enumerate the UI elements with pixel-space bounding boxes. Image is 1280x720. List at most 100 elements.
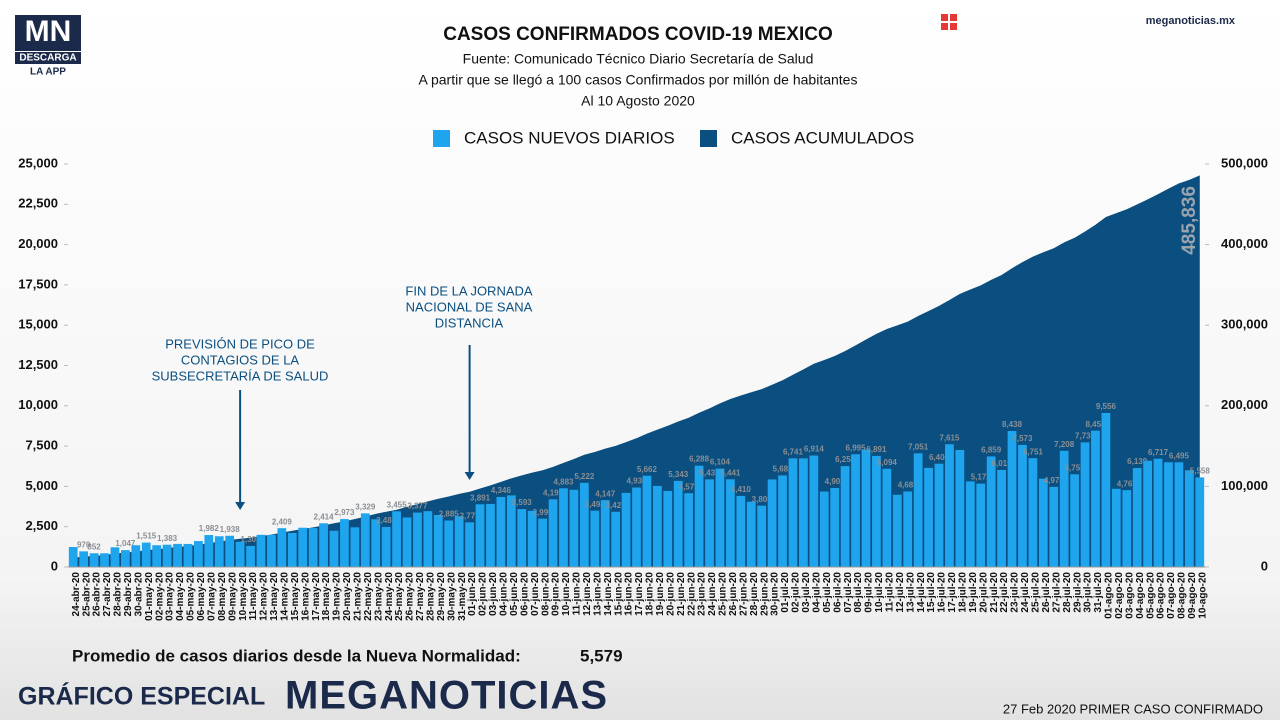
x-tick-label: 11-jul-20 bbox=[884, 572, 895, 612]
x-tick-label: 14-may-20 bbox=[279, 572, 290, 621]
logo-box bbox=[15, 15, 81, 51]
y-tick-label: 5,000 bbox=[25, 478, 58, 493]
x-tick-label: 10-ago-20 bbox=[1197, 572, 1208, 619]
x-tick-label: 06-may-20 bbox=[196, 572, 207, 621]
bar bbox=[287, 532, 297, 567]
x-tick-label: 17-jun-20 bbox=[634, 572, 645, 616]
x-tick-label: 09-jul-20 bbox=[864, 572, 875, 613]
bar-label: 5,558 bbox=[1190, 467, 1211, 476]
bar-label: 6,495 bbox=[1169, 451, 1190, 460]
icon bbox=[941, 14, 957, 30]
bar bbox=[1091, 430, 1100, 567]
bar bbox=[308, 528, 318, 567]
x-tick-label: 11-may-20 bbox=[248, 572, 259, 621]
x-tick-label: 30-abr-20 bbox=[133, 572, 144, 617]
bar bbox=[559, 488, 568, 567]
y2-tick-label: 0 bbox=[1261, 558, 1268, 573]
chart-title: CASOS CONFIRMADOS COVID-19 MEXICO bbox=[443, 24, 833, 45]
bar bbox=[851, 454, 860, 567]
bar bbox=[830, 487, 840, 567]
bar-label: 6,741 bbox=[783, 447, 804, 456]
bar-label: 4,930 bbox=[626, 477, 647, 486]
x-tick-label: 24-abr-20 bbox=[71, 572, 82, 617]
x-tick-label: 09-ago-20 bbox=[1187, 572, 1198, 619]
bar-label: 4,883 bbox=[553, 477, 574, 486]
x-tick-label: 25-may-20 bbox=[394, 572, 405, 621]
x-tick-label: 26-abr-20 bbox=[92, 572, 103, 617]
bar bbox=[1122, 490, 1132, 567]
x-tick-label: 07-jun-20 bbox=[530, 572, 541, 616]
logo: MN bbox=[25, 15, 72, 48]
bar-label: 5,662 bbox=[637, 465, 658, 474]
bar bbox=[454, 516, 464, 567]
bar-label: 3,455 bbox=[387, 500, 408, 509]
bar-label: 2,885 bbox=[439, 510, 460, 519]
bar-label: 2,409 bbox=[272, 517, 293, 526]
bar bbox=[1132, 468, 1142, 567]
bar bbox=[1059, 450, 1069, 567]
bar-label: 4,577 bbox=[679, 482, 700, 491]
bar bbox=[392, 511, 401, 567]
x-tick-label: 04-jun-20 bbox=[499, 572, 510, 616]
bar bbox=[945, 444, 954, 567]
bar bbox=[892, 494, 902, 567]
x-tick-label: 28-jun-20 bbox=[749, 572, 760, 616]
y-tick-label: 17,500 bbox=[18, 276, 58, 291]
x-tick-label: 02-ago-20 bbox=[1114, 572, 1125, 619]
x-tick-label: 06-ago-20 bbox=[1156, 572, 1167, 619]
x-tick-label: 31-may-20 bbox=[457, 572, 468, 621]
brand: MEGANOTICIAS bbox=[285, 674, 608, 718]
bar bbox=[79, 551, 89, 567]
y-tick-label: 12,500 bbox=[18, 357, 58, 372]
bar bbox=[913, 453, 923, 567]
bar bbox=[663, 490, 673, 567]
bar-label: 6,258 bbox=[835, 455, 856, 464]
bar-label: 4,346 bbox=[491, 486, 512, 495]
bar-label: 2,771 bbox=[460, 511, 481, 520]
x-tick-label: 01-may-20 bbox=[144, 572, 155, 621]
bar bbox=[1101, 412, 1111, 567]
y2-tick-label: 300,000 bbox=[1221, 317, 1268, 332]
x-tick-label: 10-may-20 bbox=[238, 572, 249, 621]
average-value: 5,579 bbox=[580, 646, 623, 665]
annotation: NACIONAL DE SANA bbox=[406, 299, 533, 314]
x-tick-label: 24-jun-20 bbox=[707, 572, 718, 616]
bar-label: 2,483 bbox=[376, 516, 397, 525]
bar-label: 6,859 bbox=[981, 446, 1002, 455]
bar bbox=[809, 455, 819, 567]
bar bbox=[465, 522, 474, 567]
bar bbox=[746, 501, 756, 567]
x-tick-label: 26-jul-20 bbox=[1041, 572, 1052, 613]
bar-label: 5,343 bbox=[668, 470, 689, 479]
bar-label: 4,147 bbox=[595, 489, 616, 498]
bar-label: 6,139 bbox=[1127, 457, 1148, 466]
average-label: Promedio de casos diarios desde la Nueva… bbox=[72, 646, 521, 665]
bar bbox=[319, 523, 328, 567]
bar bbox=[350, 527, 360, 567]
bar bbox=[444, 520, 454, 567]
bar bbox=[778, 475, 787, 567]
x-tick-label: 03-may-20 bbox=[165, 572, 176, 621]
bar-label: 3,427 bbox=[606, 501, 627, 510]
bar bbox=[225, 535, 235, 567]
x-tick-label: 10-jul-20 bbox=[874, 572, 885, 613]
x-tick-label: 30-jul-20 bbox=[1083, 572, 1094, 613]
x-tick-label: 19-jun-20 bbox=[655, 572, 666, 616]
bar bbox=[1153, 458, 1163, 567]
x-tick-label: 09-may-20 bbox=[227, 572, 238, 621]
bar-label: 4,685 bbox=[898, 481, 919, 490]
x-tick-label: 27-abr-20 bbox=[102, 572, 113, 617]
y2-tick-label: 100,000 bbox=[1221, 478, 1268, 493]
x-tick-label: 20-may-20 bbox=[342, 572, 353, 621]
bar-label: 4,973 bbox=[1044, 476, 1065, 485]
x-tick-label: 08-jun-20 bbox=[540, 572, 551, 616]
bar bbox=[621, 492, 631, 567]
bar bbox=[100, 553, 109, 567]
bar bbox=[131, 545, 141, 567]
bar bbox=[329, 530, 339, 567]
bar-label: 4,410 bbox=[731, 485, 752, 494]
y2-tick-label: 500,000 bbox=[1221, 155, 1268, 170]
x-tick-label: 18-jun-20 bbox=[645, 572, 656, 616]
x-tick-label: 28-may-20 bbox=[426, 572, 437, 621]
y-tick-label: 20,000 bbox=[18, 236, 58, 251]
